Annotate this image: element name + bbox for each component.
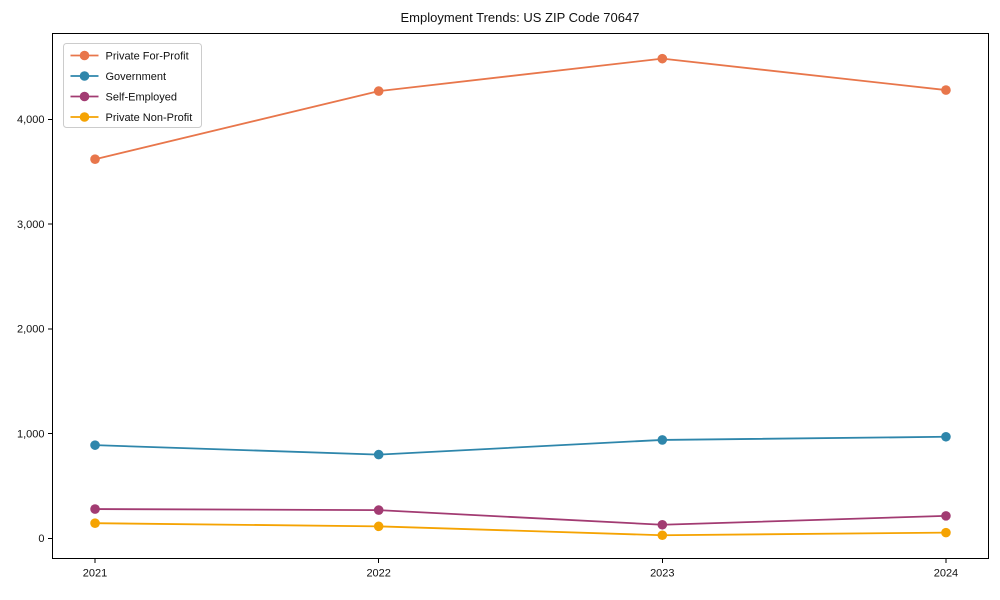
legend-marker-icon bbox=[79, 71, 90, 81]
series-line-private-for-profit bbox=[94, 57, 947, 161]
legend-label: Private Non-Profit bbox=[106, 112, 193, 124]
legend-item-private-for-profit: Private For-Profit bbox=[70, 50, 189, 62]
data-point-private-for-profit-2022 bbox=[373, 86, 384, 96]
legend-marker-icon bbox=[79, 112, 90, 122]
data-point-self-employed-2022 bbox=[373, 505, 384, 515]
y-tick-label: 3,000 bbox=[17, 219, 45, 231]
legend-item-private-non-profit: Private Non-Profit bbox=[70, 112, 193, 124]
legend-label: Government bbox=[106, 71, 167, 83]
legend-box bbox=[63, 43, 202, 128]
chart-legend: Private For-Profit Government Self-Employe… bbox=[63, 43, 202, 128]
x-tick-label: 2024 bbox=[934, 568, 958, 580]
data-point-private-for-profit-2023 bbox=[657, 53, 668, 64]
legend-item-self-employed: Self-Employed bbox=[70, 91, 178, 103]
legend-marker-icon bbox=[79, 50, 90, 61]
legend-label: Private For-Profit bbox=[106, 50, 189, 62]
x-tick-label: 2023 bbox=[650, 568, 674, 580]
data-point-government-2023 bbox=[657, 435, 668, 445]
series-line-self-employed bbox=[94, 508, 947, 526]
x-tick-label: 2021 bbox=[83, 568, 107, 580]
data-point-government-2022 bbox=[373, 449, 384, 460]
data-point-private-non-profit-2022 bbox=[373, 521, 384, 532]
plot-area: 0 1,000 2,000 3,000 4,000 2021 2022 2023 2024 bbox=[17, 33, 989, 580]
data-point-self-employed-2021 bbox=[90, 504, 100, 514]
data-point-private-for-profit-2024 bbox=[941, 85, 951, 95]
legend-item-government: Government bbox=[70, 71, 167, 83]
y-tick-label: 1,000 bbox=[17, 428, 45, 440]
legend-label: Self-Employed bbox=[106, 91, 178, 103]
y-tick-label: 2,000 bbox=[17, 324, 45, 336]
data-point-private-non-profit-2024 bbox=[941, 527, 951, 538]
y-tick-label: 4,000 bbox=[17, 114, 45, 126]
series-line-government bbox=[94, 435, 947, 456]
data-point-private-non-profit-2021 bbox=[90, 518, 100, 528]
x-tick-label: 2022 bbox=[366, 568, 390, 580]
data-point-self-employed-2024 bbox=[941, 511, 951, 521]
data-point-private-for-profit-2021 bbox=[90, 154, 100, 164]
data-point-government-2021 bbox=[90, 440, 100, 450]
data-point-self-employed-2023 bbox=[657, 519, 668, 530]
series-line-private-non-profit bbox=[94, 522, 947, 537]
chart-title: Employment Trends: US ZIP Code 70647 bbox=[401, 10, 640, 25]
y-tick-label: 0 bbox=[38, 533, 44, 545]
data-point-government-2024 bbox=[941, 431, 951, 442]
legend-marker-icon bbox=[79, 91, 90, 102]
data-point-private-non-profit-2023 bbox=[657, 530, 668, 541]
plot-border bbox=[52, 33, 989, 559]
